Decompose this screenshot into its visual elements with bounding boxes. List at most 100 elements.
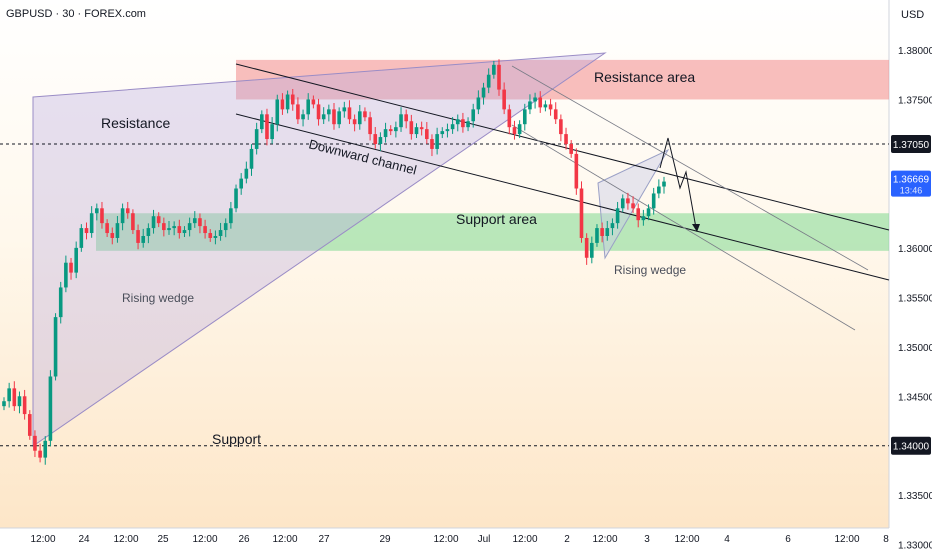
- candle[interactable]: [79, 224, 84, 252]
- candle[interactable]: [306, 93, 311, 120]
- candle[interactable]: [203, 219, 207, 239]
- candle[interactable]: [569, 140, 573, 158]
- candle[interactable]: [84, 222, 89, 240]
- candle[interactable]: [507, 104, 512, 135]
- candle[interactable]: [615, 201, 620, 229]
- candle[interactable]: [636, 203, 641, 228]
- candle[interactable]: [316, 98, 321, 126]
- candle[interactable]: [285, 90, 290, 114]
- candle[interactable]: [646, 204, 651, 221]
- candle[interactable]: [383, 122, 388, 143]
- candle[interactable]: [357, 105, 362, 130]
- candle[interactable]: [337, 107, 341, 129]
- candle[interactable]: [146, 223, 151, 244]
- candle[interactable]: [425, 122, 429, 144]
- candle[interactable]: [198, 213, 202, 234]
- candle[interactable]: [445, 123, 450, 138]
- candle[interactable]: [48, 370, 53, 447]
- candle[interactable]: [368, 111, 372, 141]
- candle[interactable]: [254, 122, 259, 155]
- candles-group[interactable]: [2, 59, 666, 465]
- candle[interactable]: [476, 90, 481, 115]
- candle[interactable]: [162, 217, 166, 237]
- candle[interactable]: [502, 82, 506, 115]
- candle[interactable]: [301, 109, 305, 127]
- projection-line-1[interactable]: [511, 65, 869, 271]
- candle[interactable]: [579, 181, 584, 243]
- candle[interactable]: [620, 194, 625, 213]
- candle[interactable]: [657, 179, 661, 199]
- candle[interactable]: [414, 123, 419, 139]
- candle[interactable]: [394, 121, 398, 138]
- candle[interactable]: [69, 257, 73, 280]
- candle[interactable]: [64, 255, 68, 293]
- candle[interactable]: [321, 107, 326, 125]
- candle[interactable]: [2, 397, 6, 411]
- candle[interactable]: [584, 233, 589, 265]
- candle[interactable]: [404, 109, 408, 129]
- candle[interactable]: [100, 201, 104, 229]
- candle[interactable]: [450, 117, 455, 134]
- candle[interactable]: [110, 227, 115, 245]
- candle[interactable]: [249, 144, 254, 176]
- candle[interactable]: [435, 127, 439, 155]
- candle[interactable]: [167, 220, 171, 235]
- candle[interactable]: [651, 187, 656, 215]
- candle[interactable]: [172, 221, 176, 236]
- candle[interactable]: [12, 381, 17, 411]
- candle[interactable]: [538, 91, 543, 113]
- candle[interactable]: [564, 127, 568, 150]
- candle[interactable]: [280, 93, 285, 115]
- candle[interactable]: [430, 134, 434, 157]
- candle[interactable]: [229, 201, 233, 229]
- candle[interactable]: [270, 117, 274, 144]
- candle[interactable]: [7, 382, 11, 408]
- candle[interactable]: [548, 98, 553, 116]
- candle[interactable]: [409, 114, 414, 140]
- candle[interactable]: [95, 203, 99, 221]
- candle[interactable]: [33, 430, 37, 458]
- candle[interactable]: [522, 103, 527, 131]
- candle[interactable]: [347, 100, 352, 125]
- candle[interactable]: [373, 126, 378, 149]
- candle[interactable]: [486, 68, 491, 94]
- candle[interactable]: [332, 103, 336, 130]
- candle[interactable]: [378, 132, 383, 152]
- candle[interactable]: [177, 219, 182, 239]
- candle[interactable]: [342, 101, 347, 118]
- candle[interactable]: [471, 103, 476, 128]
- candle[interactable]: [497, 59, 501, 96]
- projection-line-2[interactable]: [511, 124, 856, 331]
- candle[interactable]: [461, 112, 465, 133]
- symbol-header[interactable]: GBPUSD · 30 · FOREX.com: [6, 8, 146, 20]
- candle[interactable]: [120, 203, 125, 231]
- candle[interactable]: [595, 224, 599, 247]
- candle[interactable]: [590, 236, 594, 264]
- candle[interactable]: [455, 114, 460, 132]
- candle[interactable]: [352, 114, 357, 132]
- candle[interactable]: [53, 313, 58, 381]
- time-axis[interactable]: 12:00 24 12:00 25 12:00 26 12:00 27 29 12:00 Jul 12…: [30, 534, 889, 545]
- candle[interactable]: [543, 100, 548, 112]
- candle[interactable]: [327, 104, 331, 122]
- candle[interactable]: [641, 209, 646, 226]
- candle[interactable]: [311, 95, 316, 109]
- candle[interactable]: [74, 241, 78, 279]
- candle[interactable]: [605, 220, 610, 241]
- candle[interactable]: [600, 222, 604, 243]
- candle[interactable]: [466, 117, 470, 132]
- candle[interactable]: [182, 226, 187, 237]
- candle[interactable]: [27, 410, 32, 440]
- candle[interactable]: [481, 82, 486, 105]
- candle[interactable]: [275, 94, 280, 132]
- candle[interactable]: [388, 125, 393, 136]
- candle[interactable]: [662, 176, 666, 194]
- candle[interactable]: [553, 102, 558, 125]
- resistance-zone[interactable]: [236, 59, 889, 100]
- candle[interactable]: [17, 391, 22, 414]
- price-axis[interactable]: 1.38000 1.37500 1.37050 1.36000 1.35500 1.350…: [891, 46, 932, 552]
- candle[interactable]: [208, 229, 213, 242]
- candle[interactable]: [610, 218, 615, 236]
